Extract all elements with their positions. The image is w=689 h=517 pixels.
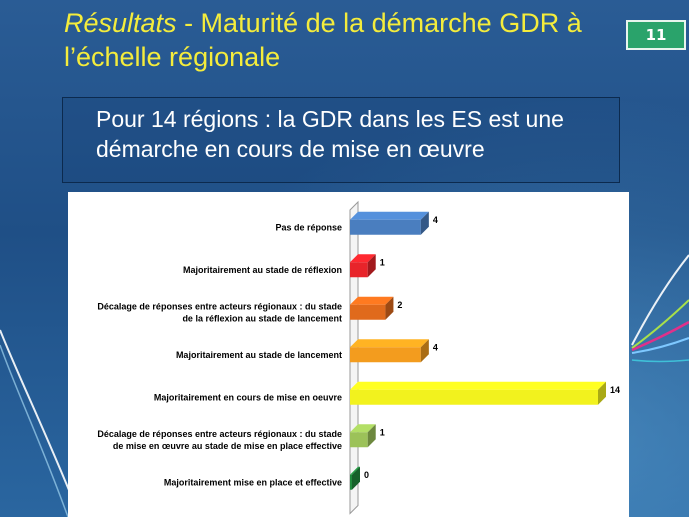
bar-5-top (350, 424, 376, 433)
bar-6 (350, 474, 352, 490)
bar-2 (350, 304, 386, 320)
bar-2-value-label: 2 (397, 300, 402, 310)
slide-number-badge: 11 (626, 20, 686, 50)
bar-6-side (352, 466, 360, 490)
bar-6-top (350, 466, 360, 475)
bar-chart: 4 Pas de réponse 1 Majoritairement au stade… (97, 200, 620, 515)
subtitle-box: Pour 14 régions : la GDR dans les ES est… (62, 97, 620, 183)
title-rest: - Maturité de la démarche GDR à l’échell… (64, 8, 582, 72)
bar-1-side (367, 254, 376, 278)
bar-0-top (350, 211, 429, 220)
category-label-4: Majoritairement en cours de mise en oeuv… (154, 392, 342, 402)
bar-6-value-label: 0 (364, 470, 369, 480)
category-label-5-line-1: de mise en œuvre au stade de mise en pla… (113, 441, 342, 451)
bar-5 (350, 432, 368, 448)
category-label-5-line-0: Décalage de réponses entre acteurs régio… (97, 429, 342, 439)
bar-4-side (598, 381, 606, 405)
category-label-1: Majoritairement au stade de réflexion (183, 265, 342, 275)
bar-4 (350, 389, 598, 405)
bar-4-value-label: 14 (610, 385, 620, 395)
bar-3-value-label: 4 (433, 342, 438, 352)
category-label-2-line-1: de la réflexion au stade de lancement (182, 313, 342, 323)
bar-1-value-label: 1 (380, 257, 385, 267)
chart-panel: 4 Pas de réponse 1 Majoritairement au stade… (68, 192, 629, 517)
bar-2-side (385, 296, 394, 320)
bar-0-value-label: 4 (433, 215, 438, 225)
bar-3-side (420, 339, 429, 363)
category-label-2-line-0: Décalage de réponses entre acteurs régio… (97, 301, 342, 311)
category-label-3: Majoritairement au stade de lancement (176, 350, 342, 360)
title-italic: Résultats (64, 8, 177, 38)
bar-0-side (420, 211, 429, 235)
bar-5-value-label: 1 (380, 427, 385, 437)
bar-3 (350, 347, 421, 363)
bar-3-top (350, 339, 429, 348)
category-label-0: Pas de réponse (275, 222, 342, 232)
bar-5-side (367, 424, 376, 448)
bar-2-top (350, 296, 394, 305)
category-label-6: Majoritairement mise en place et effecti… (164, 477, 342, 487)
slide-title: Résultats - Maturité de la démarche GDR … (64, 6, 604, 74)
bar-1-top (350, 254, 376, 263)
bar-0 (350, 219, 421, 235)
bar-4-top (350, 381, 606, 390)
bar-1 (350, 262, 368, 278)
